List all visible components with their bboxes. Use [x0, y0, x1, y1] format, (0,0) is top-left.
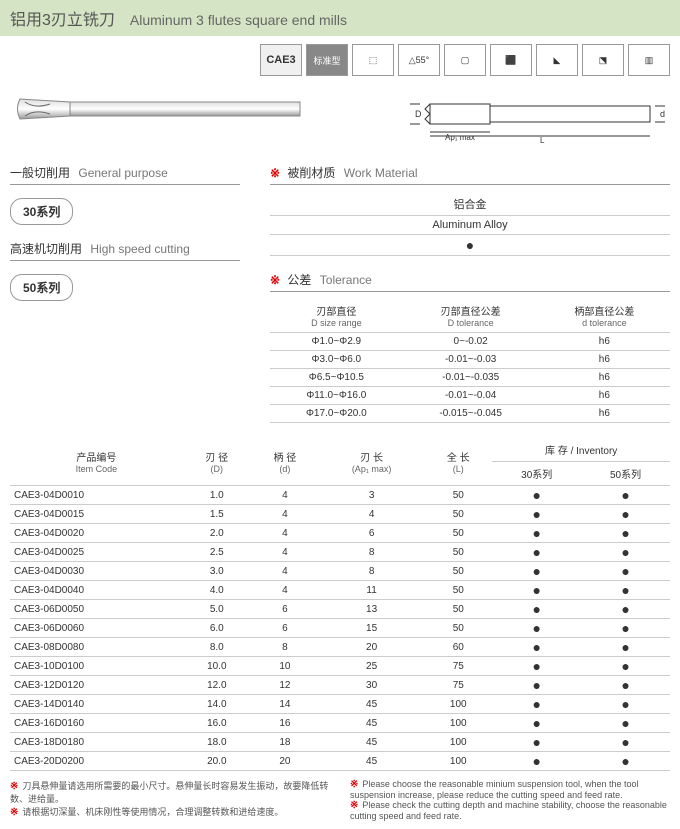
badge-angle: △55° [398, 44, 440, 76]
tolerance-row: Φ6.5~Φ10.5-0.01~-0.035h6 [270, 369, 670, 387]
th-s30: 30系列 [492, 462, 581, 486]
svg-text:L: L [540, 136, 545, 144]
spec-row: CAE3-12D012012.0123075●● [10, 676, 670, 695]
badge-row: CAE3 标准型 ⬚ △55° ▢ ⬛ ◣ ⬔ ▥ [0, 36, 680, 84]
badge-icon: ▥ [628, 44, 670, 76]
hs-title-cn: 高速机切削用 [10, 242, 82, 256]
tol-cn: 公差 [287, 273, 311, 287]
spec-row: CAE3-04D00151.54450●● [10, 505, 670, 524]
hs-title-en: High speed cutting [90, 242, 189, 256]
note-cn2: 请根据切深量、机床刚性等使用情况，合理调整转数和进给速度。 [22, 807, 283, 817]
th-ap: 刃 长(Ap₁ max) [319, 438, 424, 486]
wm-en: Work Material [344, 166, 418, 180]
spec-row: CAE3-04D00101.04350●● [10, 486, 670, 505]
spec-col: ※ 被削材质 Work Material 铝合金 Aluminum Alloy … [270, 164, 670, 423]
spec-row: CAE3-04D00202.04650●● [10, 524, 670, 543]
gp-title-cn: 一般切削用 [10, 166, 70, 180]
th-code: 产品编号Item Code [10, 438, 183, 486]
tolerance-row: Φ17.0~Φ20.0-0.015~-0.045h6 [270, 405, 670, 423]
tolerance-row: Φ1.0~Φ2.90~-0.02h6 [270, 333, 670, 351]
footer-cn: ※刀具悬伸量请选用所需要的最小尺寸。悬伸量长时容易发生振动，故要降低转数、进给量… [10, 779, 330, 821]
badge-icon: ◣ [536, 44, 578, 76]
main-spec-table: 产品编号Item Code 刃 径(D) 柄 径(d) 刃 长(Ap₁ max)… [10, 438, 670, 771]
badge-type: 标准型 [306, 44, 348, 76]
tolerance-table: 刃部直径D size range 刃部直径公差D tolerance 柄部直径公… [270, 300, 670, 423]
svg-text:Ap₁ max: Ap₁ max [445, 133, 475, 142]
note-cn1: 刀具悬伸量请选用所需要的最小尺寸。悬伸量长时容易发生振动，故要降低转数、进给量。 [10, 781, 328, 804]
wm-mat-en: Aluminum Alloy [270, 216, 670, 235]
visual-section: D d Ap₁ max L [0, 84, 680, 144]
badge-code: CAE3 [260, 44, 302, 76]
title-en: Aluminum 3 flutes square end mills [130, 12, 347, 28]
badge-icon: ⬛ [490, 44, 532, 76]
spec-row: CAE3-18D018018.01845100●● [10, 733, 670, 752]
tol-en: Tolerance [320, 273, 372, 287]
th-s50: 50系列 [581, 462, 670, 486]
gp-title: 一般切削用 General purpose [10, 164, 240, 185]
marker-icon: ※ [270, 166, 280, 180]
badge-icon: ⬔ [582, 44, 624, 76]
mid-section: 一般切削用 General purpose 30系列 高速机切削用 High s… [0, 164, 680, 423]
th-d2: 柄 径(d) [251, 438, 319, 486]
spec-row: CAE3-20D020020.02045100●● [10, 752, 670, 771]
tool-photo [10, 84, 310, 134]
footer-notes: ※刀具悬伸量请选用所需要的最小尺寸。悬伸量长时容易发生振动，故要降低转数、进给量… [0, 771, 680, 829]
wm-dot: ● [270, 235, 670, 256]
tol-h2: 刃部直径公差D tolerance [403, 300, 539, 333]
dimension-diagram: D d Ap₁ max L [390, 84, 670, 144]
spec-row: CAE3-06D00606.061550●● [10, 619, 670, 638]
gp-title-en: General purpose [78, 166, 167, 180]
wm-mat-cn: 铝合金 [270, 193, 670, 216]
title-cn: 铝用3刃立铣刀 [10, 6, 115, 30]
series-50: 50系列 [10, 274, 73, 301]
spec-row: CAE3-16D016016.01645100●● [10, 714, 670, 733]
spec-row: CAE3-08D00808.082060●● [10, 638, 670, 657]
spec-row: CAE3-14D014014.01445100●● [10, 695, 670, 714]
th-inv: 库 存 / Inventory [492, 438, 670, 462]
series-30: 30系列 [10, 198, 73, 225]
hs-title: 高速机切削用 High speed cutting [10, 240, 240, 261]
workmat-table: 铝合金 Aluminum Alloy ● [270, 193, 670, 256]
svg-text:d: d [660, 109, 665, 119]
spec-row: CAE3-06D00505.061350●● [10, 600, 670, 619]
wm-cn: 被削材质 [287, 166, 335, 180]
th-d: 刃 径(D) [183, 438, 251, 486]
spec-row: CAE3-10D010010.0102575●● [10, 657, 670, 676]
tolerance-row: Φ3.0~Φ6.0-0.01~-0.03h6 [270, 351, 670, 369]
note-en1: Please choose the reasonable minium susp… [350, 779, 639, 800]
tol-h3: 柄部直径公差d tolerance [539, 300, 670, 333]
marker-icon: ※ [270, 273, 280, 287]
spec-row: CAE3-04D00252.54850●● [10, 543, 670, 562]
footer-en: ※Please choose the reasonable minium sus… [350, 779, 670, 821]
badge-icon: ▢ [444, 44, 486, 76]
svg-text:D: D [415, 109, 422, 119]
purpose-col: 一般切削用 General purpose 30系列 高速机切削用 High s… [10, 164, 240, 423]
spec-row: CAE3-04D00404.041150●● [10, 581, 670, 600]
note-en2: Please check the cutting depth and machi… [350, 800, 667, 821]
tol-title: ※ 公差 Tolerance [270, 271, 670, 292]
badge-icon: ⬚ [352, 44, 394, 76]
page-header: 铝用3刃立铣刀 Aluminum 3 flutes square end mil… [0, 0, 680, 36]
tol-h1: 刃部直径D size range [270, 300, 403, 333]
workmat-title: ※ 被削材质 Work Material [270, 164, 670, 185]
th-l: 全 长(L) [424, 438, 492, 486]
spec-row: CAE3-04D00303.04850●● [10, 562, 670, 581]
tolerance-row: Φ11.0~Φ16.0-0.01~-0.04h6 [270, 387, 670, 405]
